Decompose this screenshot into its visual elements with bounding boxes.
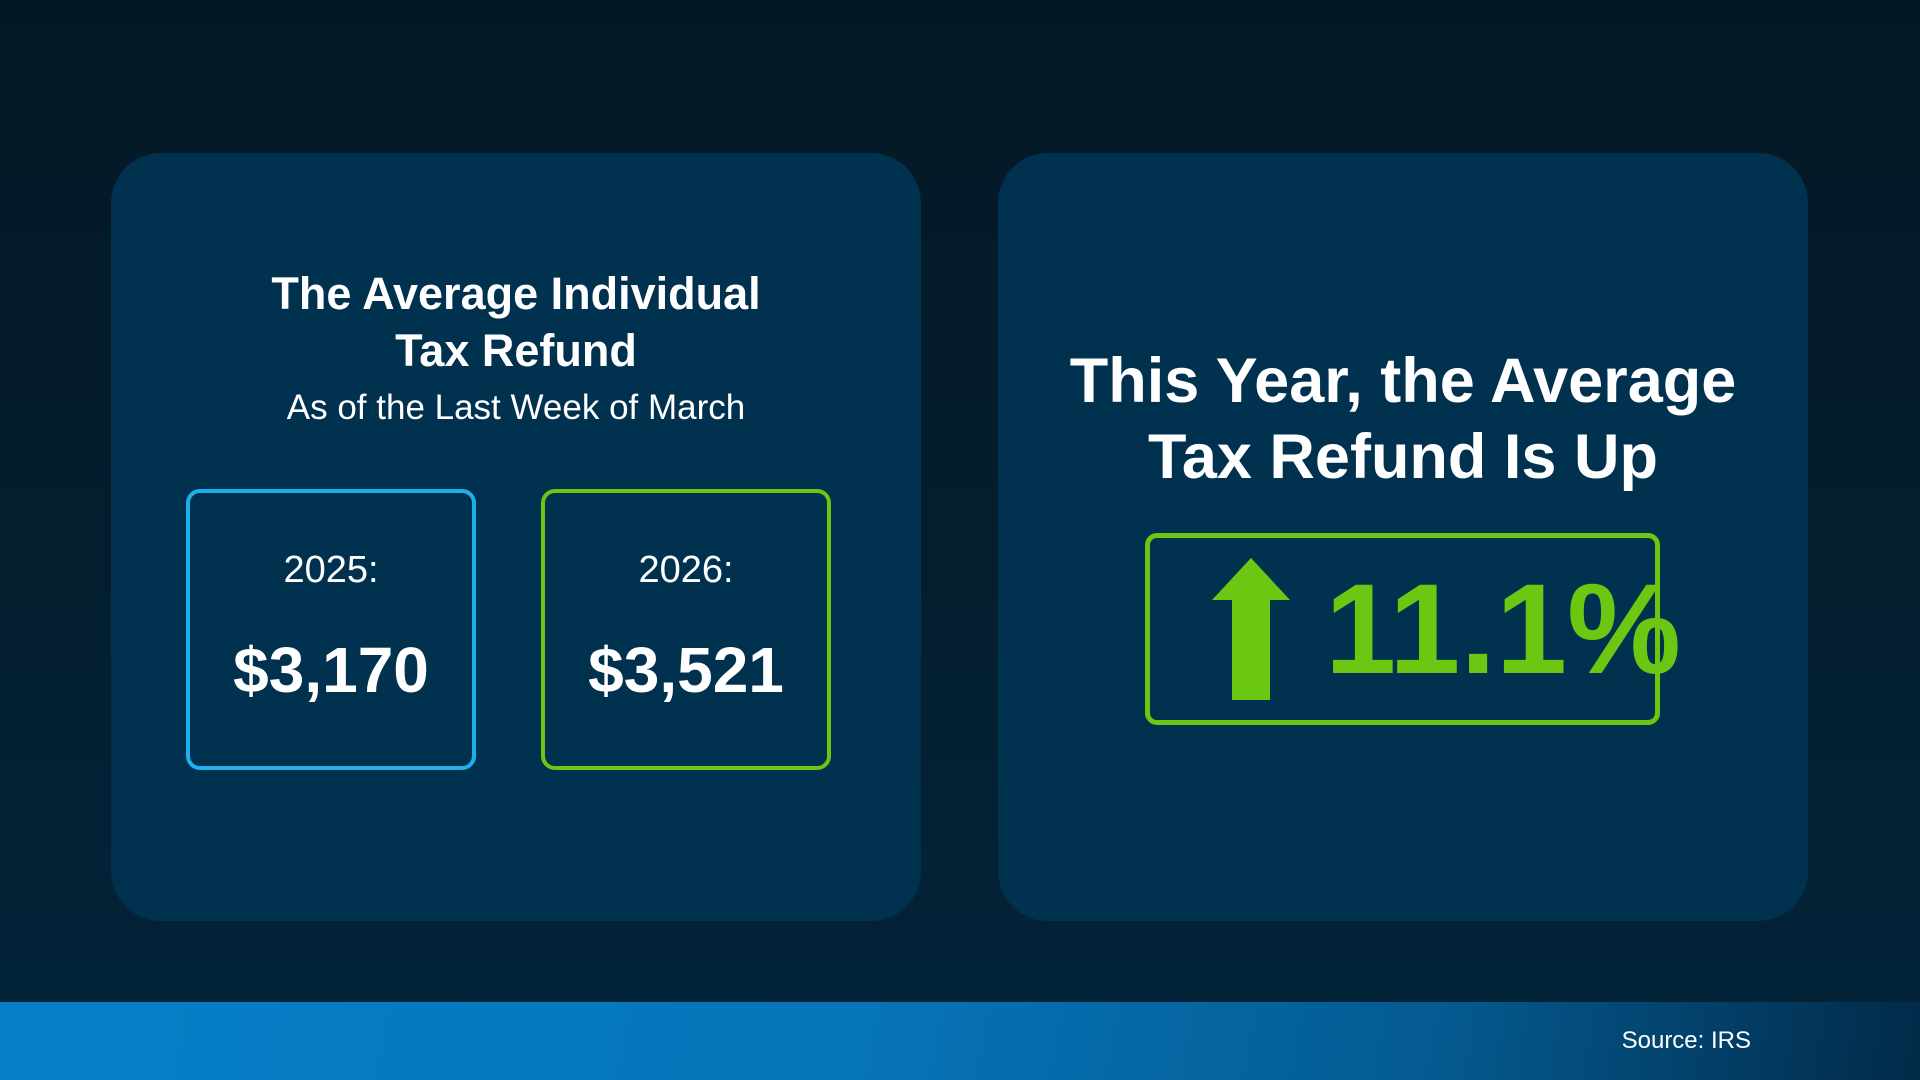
refund-2025-box: 2025: $3,170 (186, 489, 476, 770)
left-title-line1: The Average Individual (271, 268, 761, 319)
left-subtitle: As of the Last Week of March (286, 388, 746, 427)
footer-bar: Source: IRS (0, 1002, 1920, 1080)
refund-2026-box: 2026: $3,521 (541, 489, 831, 770)
right-title-line2: Tax Refund Is Up (1148, 422, 1658, 492)
left-title-line2: Tax Refund (395, 325, 637, 376)
change-box: 11.1% (1145, 533, 1681, 725)
source-label: Source: IRS (1621, 1027, 1751, 1054)
right-title-line1: This Year, the Average (1069, 346, 1737, 416)
year-label: 2025: (283, 549, 379, 591)
change-percent: 11.1% (1325, 558, 1681, 701)
average-refund-card (111, 153, 921, 921)
year-label: 2026: (638, 549, 734, 591)
arrow-up-icon (1212, 558, 1290, 700)
refund-amount: $3,521 (588, 634, 784, 706)
refund-amount: $3,170 (233, 634, 429, 706)
